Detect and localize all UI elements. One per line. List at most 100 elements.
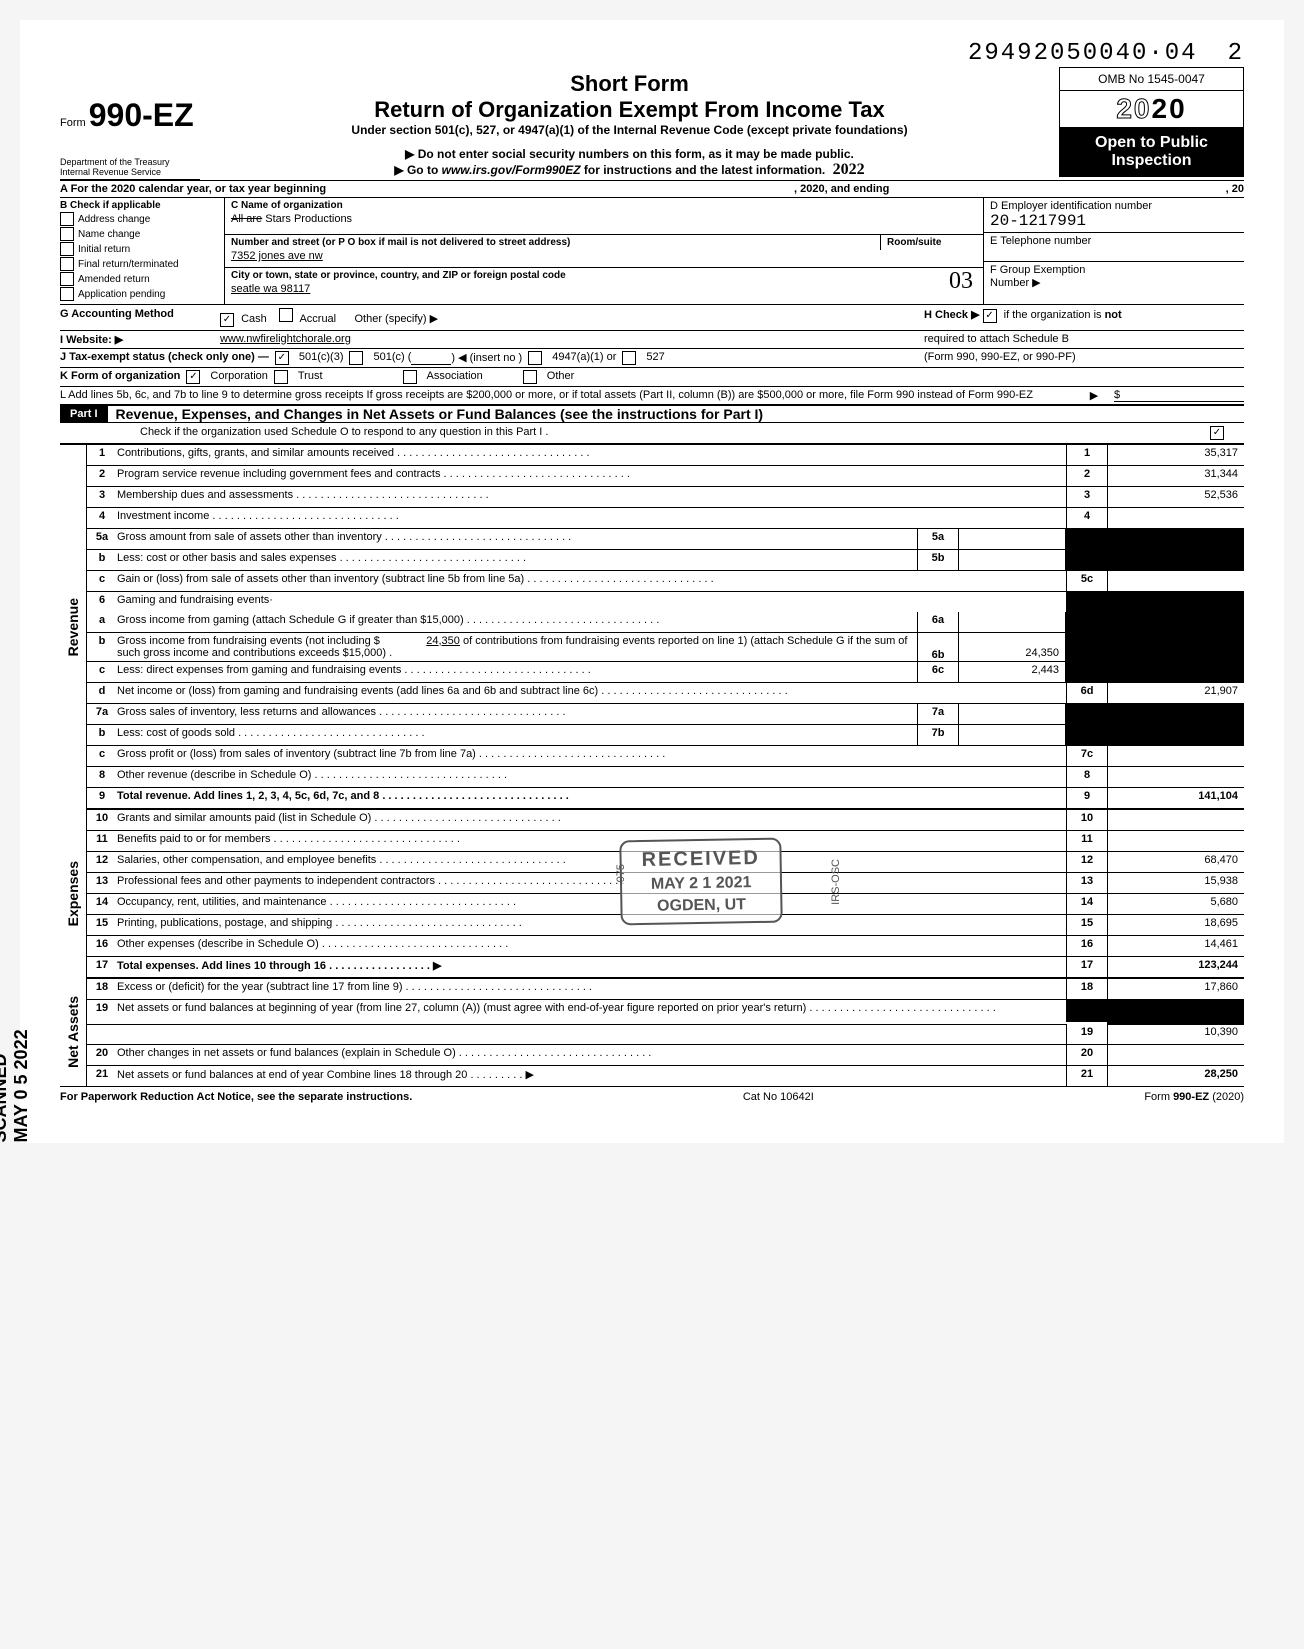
line-5c-value (1107, 571, 1244, 591)
line-9-text: Total revenue. Add lines 1, 2, 3, 4, 5c,… (117, 788, 1066, 808)
box-e-label: E Telephone number (990, 235, 1238, 247)
box-b-header: B Check if applicable (60, 200, 220, 211)
chk-association[interactable] (403, 370, 417, 384)
line-5a-text: Gross amount from sale of assets other t… (117, 529, 917, 549)
line-21-value: 28,250 (1107, 1066, 1244, 1086)
line-8-text: Other revenue (describe in Schedule O) . (117, 767, 1066, 787)
line-h-cont: required to attach Schedule B (924, 333, 1244, 346)
line-8-value (1107, 767, 1244, 787)
org-address: 7352 jones ave nw (231, 250, 874, 262)
box-d-label: D Employer identification number (990, 200, 1238, 212)
line-16-value: 14,461 (1107, 936, 1244, 956)
line-g-label: G Accounting Method (60, 308, 220, 327)
line-1-text: Contributions, gifts, grants, and simila… (117, 445, 1066, 465)
website-value: www.nwfirelightchorale.org (220, 333, 924, 346)
footer-cat: Cat No 10642I (743, 1091, 814, 1103)
expenses-side-label: Expenses (60, 861, 86, 926)
line-14-text: Occupancy, rent, utilities, and maintena… (117, 894, 1066, 914)
line-a-calendar-year: A For the 2020 calendar year, or tax yea… (60, 180, 1244, 198)
line-17-text: Total expenses. Add lines 10 through 16 … (117, 957, 1066, 977)
chk-application-pending[interactable]: Application pending (60, 287, 220, 301)
chk-4947[interactable] (528, 351, 542, 365)
line-20-text: Other changes in net assets or fund bala… (117, 1045, 1066, 1065)
chk-h[interactable]: ✓ (983, 309, 997, 323)
line-6d-text: Net income or (loss) from gaming and fun… (117, 683, 1066, 703)
chk-501c3[interactable]: ✓ (275, 351, 289, 365)
under-section: Under section 501(c), 527, or 4947(a)(1)… (210, 123, 1049, 137)
org-name: All are Stars Productions (231, 213, 352, 225)
line-7c-value (1107, 746, 1244, 766)
form-number: 990-EZ (89, 97, 194, 133)
org-city: seatle wa 98117 (231, 283, 310, 295)
box-c-addr-label: Number and street (or P O box if mail is… (231, 237, 874, 248)
main-title: Return of Organization Exempt From Incom… (210, 97, 1049, 123)
line-2-text: Program service revenue including govern… (117, 466, 1066, 486)
line-19-text: Net assets or fund balances at beginning… (117, 1000, 1066, 1024)
open-to-public: Open to Public Inspection (1059, 127, 1244, 177)
line-k-label: K Form of organization (60, 370, 180, 384)
scanned-stamp: SCANNED MAY 0 5 2022 (0, 1020, 32, 1143)
line-14-value: 5,680 (1107, 894, 1244, 914)
ein-value: 20-1217991 (990, 212, 1238, 230)
line-i-label: I Website: ▶ (60, 333, 220, 346)
line-16-text: Other expenses (describe in Schedule O) (117, 936, 1066, 956)
line-10-value (1107, 810, 1244, 830)
line-13-value: 15,938 (1107, 873, 1244, 893)
line-5b-text: Less: cost or other basis and sales expe… (117, 550, 917, 570)
chk-cash[interactable]: ✓ (220, 313, 234, 327)
stamp-075: 075 (615, 864, 627, 882)
chk-schedule-o[interactable]: ✓ (1210, 426, 1224, 440)
line-5b-value (959, 550, 1066, 570)
chk-name-change[interactable]: Name change (60, 227, 220, 241)
room-suite: Room/suite (880, 235, 983, 250)
tax-year: 2020 (1059, 90, 1244, 127)
chk-initial-return[interactable]: Initial return (60, 242, 220, 256)
chk-corporation[interactable]: ✓ (186, 370, 200, 384)
line-6b-value: 24,350 (959, 633, 1066, 661)
line-6d-value: 21,907 (1107, 683, 1244, 703)
line-5a-value (959, 529, 1066, 549)
line-6-text: Gaming and fundraising events· (117, 592, 1066, 612)
chk-final-return[interactable]: Final return/terminated (60, 257, 220, 271)
box-f-label: F Group Exemption (990, 264, 1238, 276)
line-20-value (1107, 1045, 1244, 1065)
chk-other-org[interactable] (523, 370, 537, 384)
chk-527[interactable] (622, 351, 636, 365)
omb-number: OMB No 1545-0047 (1059, 67, 1244, 90)
line-11-value (1107, 831, 1244, 851)
box-f-label2: Number ▶ (990, 276, 1238, 289)
line-13-text: Professional fees and other payments to … (117, 873, 1066, 893)
line-6a-value (959, 612, 1066, 632)
line-h: H Check ▶ ✓ if the organization is not (924, 308, 1244, 327)
net-assets-side-label: Net Assets (60, 996, 86, 1068)
line-11-text: Benefits paid to or for members (117, 831, 1066, 851)
line-15-text: Printing, publications, postage, and shi… (117, 915, 1066, 935)
box-c-name-label: C Name of organization (231, 200, 343, 211)
line-12-text: Salaries, other compensation, and employ… (117, 852, 1066, 872)
chk-accrual[interactable] (279, 308, 293, 322)
stamp-irs-osc: IRS-OSC (830, 859, 842, 905)
line-7b-text: Less: cost of goods sold (117, 725, 917, 745)
line-7a-value (959, 704, 1066, 724)
line-l-arrow: ▶ (1074, 389, 1114, 402)
revenue-side-label: Revenue (60, 598, 86, 656)
line-19-value: 10,390 (1107, 1024, 1244, 1044)
line-4-text: Investment income (117, 508, 1066, 528)
chk-address-change[interactable]: Address change (60, 212, 220, 226)
line-5c-text: Gain or (loss) from sale of assets other… (117, 571, 1066, 591)
footer-left: For Paperwork Reduction Act Notice, see … (60, 1091, 412, 1103)
line-7c-text: Gross profit or (loss) from sales of inv… (117, 746, 1066, 766)
line-18-value: 17,860 (1107, 979, 1244, 999)
line-12-value: 68,470 (1107, 852, 1244, 872)
chk-amended-return[interactable]: Amended return (60, 272, 220, 286)
part1-header: Part I (60, 406, 108, 422)
line-4-value (1107, 508, 1244, 528)
part1-title: Revenue, Expenses, and Changes in Net As… (116, 406, 764, 422)
line-10-text: Grants and similar amounts paid (list in… (117, 810, 1066, 830)
line-17-value: 123,244 (1107, 957, 1244, 977)
line-l-dollar: $ (1114, 389, 1244, 402)
line-3-text: Membership dues and assessments . (117, 487, 1066, 507)
chk-501c[interactable] (349, 351, 363, 365)
do-not-enter: ▶ Do not enter social security numbers o… (210, 147, 1049, 161)
chk-trust[interactable] (274, 370, 288, 384)
